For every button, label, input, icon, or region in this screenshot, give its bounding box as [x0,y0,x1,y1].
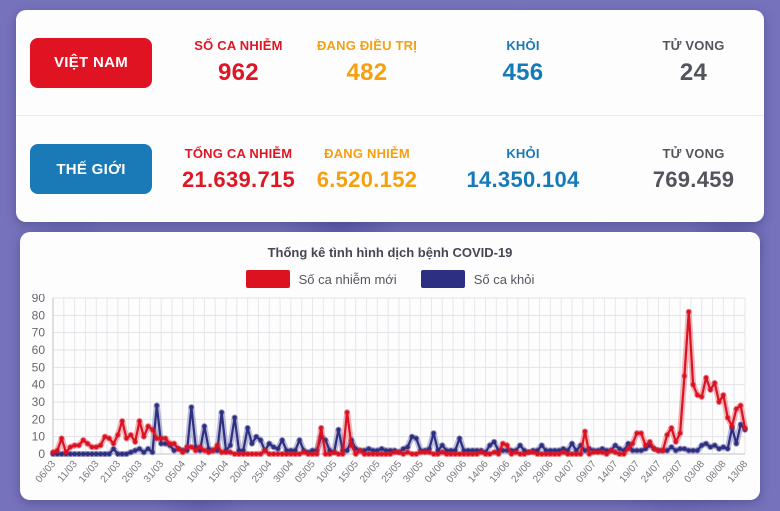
svg-text:06/03: 06/03 [34,459,59,486]
stat-label: SỐ CA NHIỄM [194,38,283,53]
stat-value: 21.639.715 [181,166,296,192]
svg-text:19/06: 19/06 [488,459,513,486]
svg-text:19/07: 19/07 [618,459,643,486]
legend-swatch-new-cases [245,270,290,288]
legend-label: Số ca khỏi [473,271,535,287]
stat-khoi-world: KHỎI 14.350.104 [423,146,623,193]
stat-so-ca-nhiem: SỐ CA NHIỄM 962 [166,38,311,87]
svg-text:31/03: 31/03 [142,459,167,486]
svg-text:13/08: 13/08 [726,459,751,486]
stat-value: 24 [679,59,708,86]
svg-text:25/05: 25/05 [380,459,405,486]
svg-text:29/07: 29/07 [661,459,686,486]
svg-text:11/03: 11/03 [56,459,80,485]
covid-line-chart[interactable]: 908070605040302010006/0311/0316/0321/032… [20,294,760,486]
stat-khoi: KHỎI 456 [423,38,623,87]
legend-swatch-recovered [420,270,465,288]
legend-label: Số ca nhiễm mới [298,271,397,287]
svg-text:05/04: 05/04 [164,459,189,486]
vietnam-badge[interactable]: VIỆT NAM [30,37,152,88]
stat-label: ĐANG ĐIỀU TRỊ [316,38,418,53]
svg-text:09/07: 09/07 [574,459,599,486]
svg-text:10: 10 [32,430,46,444]
svg-text:04/06: 04/06 [423,459,448,486]
stat-value: 456 [502,59,544,86]
vietnam-row: VIỆT NAM SỐ CA NHIỄM 962 ĐANG ĐIỀU TRỊ 4… [16,10,764,116]
svg-text:26/03: 26/03 [120,459,145,486]
svg-text:03/08: 03/08 [683,459,708,486]
svg-text:0: 0 [38,447,45,461]
svg-text:50: 50 [32,360,46,374]
svg-text:20/04: 20/04 [228,459,253,486]
svg-text:09/06: 09/06 [445,459,470,486]
svg-text:20: 20 [32,412,46,426]
stat-tu-vong-world: TỬ VONG 769.459 [623,146,764,193]
chart-card: Thống kê tình hình dịch bệnh COVID-19 Số… [20,232,760,500]
svg-text:14/06: 14/06 [466,459,491,486]
stat-tu-vong: TỬ VONG 24 [623,38,764,87]
svg-text:40: 40 [32,378,46,392]
svg-text:21/03: 21/03 [99,459,124,486]
stat-value: 482 [346,59,388,86]
svg-text:30/05: 30/05 [401,459,426,486]
stat-label: TỬ VONG [662,145,725,161]
svg-text:24/06: 24/06 [510,459,535,486]
stat-value: 6.520.152 [316,166,418,192]
svg-text:05/05: 05/05 [293,459,318,486]
chart-legend: Số ca nhiễm mới Số ca khỏi [20,270,760,288]
svg-text:30: 30 [32,395,46,409]
stat-dang-nhiem: ĐANG NHIỄM 6.520.152 [311,146,423,193]
svg-text:15/04: 15/04 [207,459,232,486]
world-row: THẾ GIỚI TỔNG CA NHIỄM 21.639.715 ĐANG N… [16,116,764,222]
chart-title: Thống kê tình hình dịch bệnh COVID-19 [267,245,513,260]
svg-text:30/04: 30/04 [272,459,297,486]
stat-value: 14.350.104 [466,166,580,192]
stat-label: TỔNG CA NHIỄM [184,145,293,161]
svg-text:60: 60 [32,343,46,357]
stat-value: 962 [218,59,259,86]
svg-text:15/05: 15/05 [337,459,362,486]
stat-value: 769.459 [652,166,735,192]
stat-label: KHỎI [506,38,540,53]
legend-item-recovered[interactable]: Số ca khỏi [420,270,535,288]
svg-text:29/06: 29/06 [531,459,556,486]
svg-text:16/03: 16/03 [77,459,102,486]
svg-text:04/07: 04/07 [553,459,578,486]
stat-label: KHỎI [506,145,540,161]
svg-text:20/05: 20/05 [358,459,383,486]
svg-text:24/07: 24/07 [639,459,664,486]
stat-tong-ca-nhiem: TỔNG CA NHIỄM 21.639.715 [166,146,311,193]
world-badge[interactable]: THẾ GIỚI [30,144,152,194]
summary-card: VIỆT NAM SỐ CA NHIỄM 962 ĐANG ĐIỀU TRỊ 4… [16,10,764,222]
svg-text:10/04: 10/04 [185,459,210,486]
svg-text:90: 90 [32,294,46,305]
svg-text:80: 80 [32,308,46,322]
svg-text:70: 70 [32,326,46,340]
stat-dang-dieu-tri: ĐANG ĐIỀU TRỊ 482 [311,38,423,87]
legend-item-new-cases[interactable]: Số ca nhiễm mới [245,270,397,288]
svg-text:08/08: 08/08 [704,459,729,486]
stat-label: ĐANG NHIỄM [324,145,410,161]
svg-text:25/04: 25/04 [250,459,275,486]
svg-text:10/05: 10/05 [315,459,340,486]
stat-label: TỬ VONG [662,38,725,53]
svg-text:14/07: 14/07 [596,459,621,486]
